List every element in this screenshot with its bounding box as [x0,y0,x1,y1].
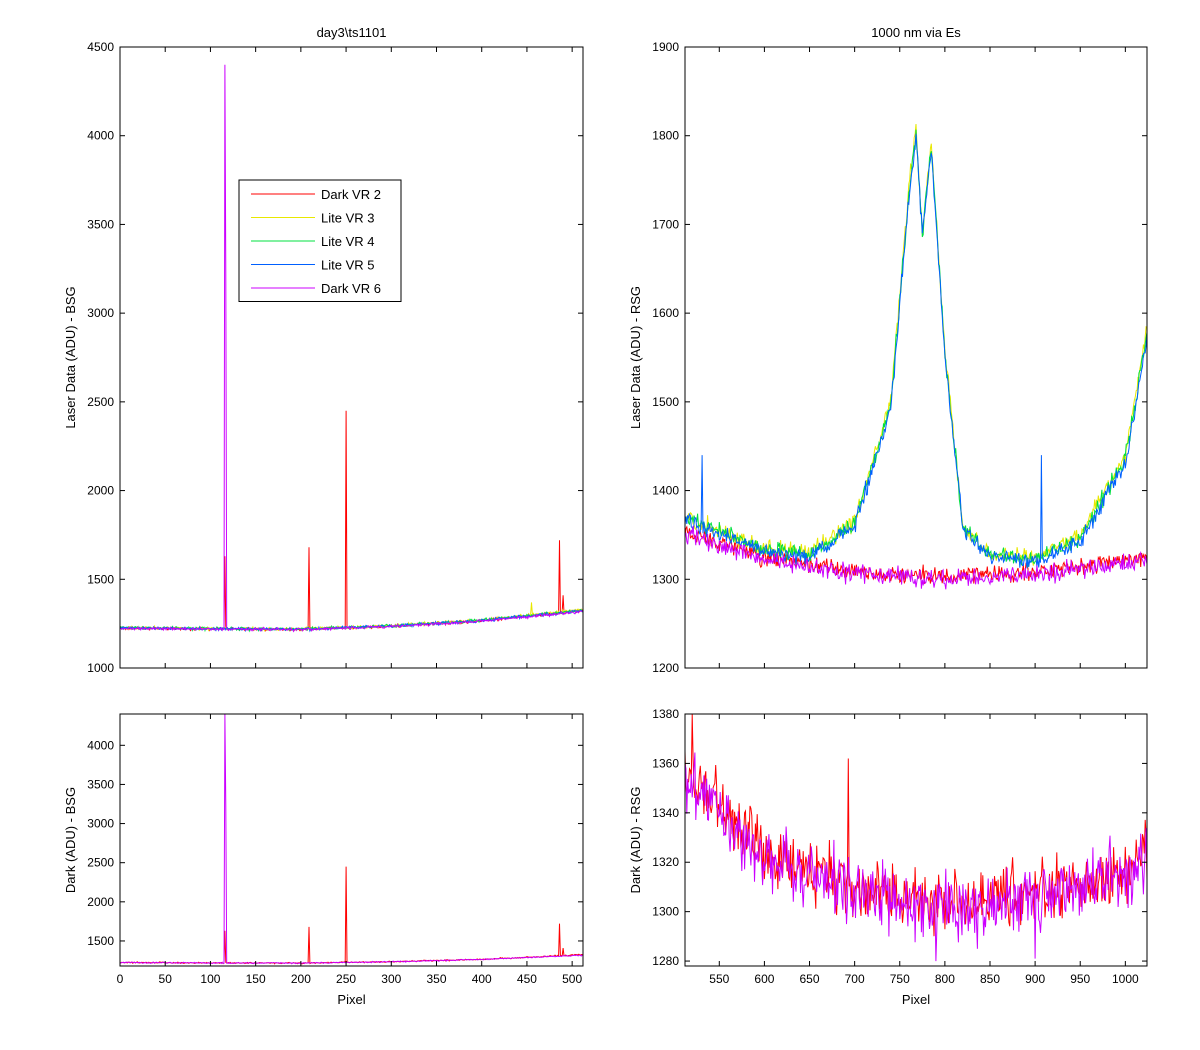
y-tick-label: 1500 [87,572,114,586]
panel-top-left: 1000 1500 2000 2500 3000 3500 4000 4500 day3\ts1… [63,25,584,675]
y-tick-label: 3500 [87,217,114,231]
y-tick-label: 1200 [652,661,679,675]
x-tick-label: 100 [200,972,220,986]
y-tick-label: 1340 [652,806,679,820]
y-axis-label: Dark (ADU) - RSG [628,787,643,894]
series-line-dark-vr-6 [120,64,583,633]
y-tick-label: 1320 [652,855,679,869]
chart-title: day3\ts1101 [317,25,387,40]
x-axis-label: Pixel [337,992,365,1007]
legend-label: Dark VR 2 [321,187,381,202]
y-tick-label: 1700 [652,217,679,231]
y-tick-label: 1800 [652,129,679,143]
x-tick-label: 400 [472,972,492,986]
legend-label: Lite VR 5 [321,258,374,273]
y-tick-label: 1280 [652,954,679,968]
series-line-lite-vr-5 [685,133,1147,569]
x-tick-label: 900 [1025,972,1045,986]
y-tick-label: 1000 [87,661,114,675]
panel-bottom-left: 0 50 100 150 200 250 300 350 400 450 500 1500 2000 25… [63,713,584,1007]
x-tick-label: 550 [709,972,729,986]
x-tick-label: 500 [562,972,582,986]
x-tick-label: 300 [381,972,401,986]
x-tick-label: 200 [291,972,311,986]
x-tick-label: 800 [935,972,955,986]
y-axis-label: Laser Data (ADU) - BSG [63,286,78,428]
y-tick-label: 3000 [87,306,114,320]
y-tick-label: 1300 [652,905,679,919]
x-tick-label: 700 [845,972,865,986]
legend-label: Lite VR 3 [321,211,374,226]
y-axis-label: Dark (ADU) - BSG [63,787,78,893]
series-line-dark-vr-6 [685,752,1147,962]
y-tick-label: 1600 [652,306,679,320]
y-tick-label: 2500 [87,856,114,870]
y-tick-label: 3500 [87,777,114,791]
axes-frame [119,46,584,669]
y-tick-label: 3000 [87,817,114,831]
series-line-dark-vr-6 [120,714,583,965]
x-tick-label: 450 [517,972,537,986]
y-tick-label: 4000 [87,738,114,752]
x-axis-label: Pixel [902,992,930,1007]
y-tick-label: 1300 [652,572,679,586]
y-tick-label: 1500 [652,395,679,409]
x-tick-label: 350 [426,972,446,986]
chart-title: 1000 nm via Es [871,25,961,40]
y-axis-label: Laser Data (ADU) - RSG [628,286,643,429]
legend: Dark VR 2 Lite VR 3 Lite VR 4 Lite VR 5 Dark… [238,179,402,302]
y-tick-label: 1500 [87,934,114,948]
y-tick-label: 4500 [87,40,114,54]
x-tick-label: 650 [800,972,820,986]
y-tick-label: 1380 [652,707,679,721]
y-tick-label: 1400 [652,484,679,498]
x-tick-label: 750 [890,972,910,986]
y-tick-label: 4000 [87,129,114,143]
x-tick-label: 250 [336,972,356,986]
panel-bottom-right: 550 600 650 700 750 800 850 900 950 1000 1280 1300 1… [628,707,1148,1007]
x-tick-label: 50 [159,972,173,986]
series-line-dark-vr-6 [685,525,1147,590]
y-tick-label: 1360 [652,756,679,770]
axes-frame [119,713,584,967]
x-tick-label: 950 [1070,972,1090,986]
x-tick-label: 150 [246,972,266,986]
axes-frame [684,713,1148,967]
y-tick-label: 1900 [652,40,679,54]
y-tick-label: 2000 [87,895,114,909]
x-tick-label: 1000 [1112,972,1139,986]
legend-label: Lite VR 4 [321,234,374,249]
x-tick-label: 850 [980,972,1000,986]
series-line-lite-vr-3 [685,123,1147,566]
y-tick-label: 2500 [87,395,114,409]
y-tick-label: 2000 [87,484,114,498]
x-tick-label: 600 [754,972,774,986]
axes-frame [684,46,1148,669]
x-tick-label: 0 [117,972,124,986]
legend-label: Dark VR 6 [321,281,381,296]
panel-top-right: 1200 1300 1400 1500 1600 1700 1800 1900 1000 nm … [628,25,1148,675]
